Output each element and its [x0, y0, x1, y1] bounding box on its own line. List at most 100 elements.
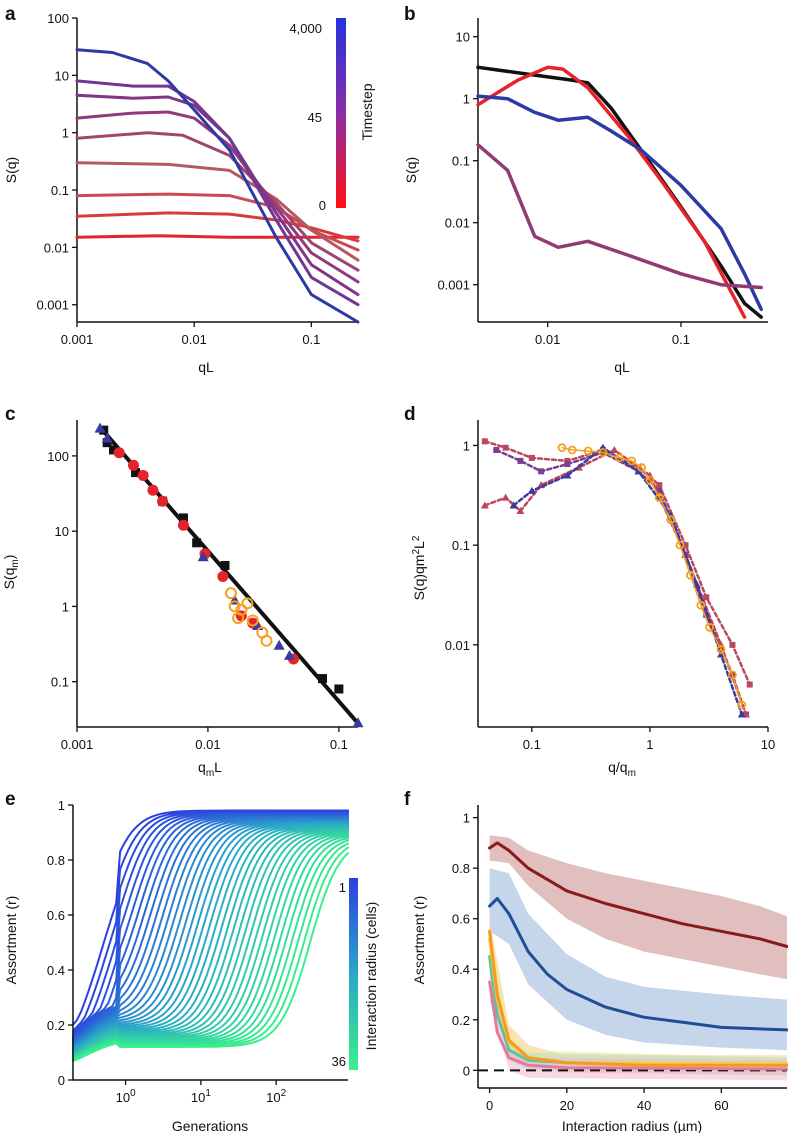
data-point-circle: [127, 459, 139, 471]
y-tick-label: 10: [55, 68, 69, 83]
data-point-triangle: [94, 422, 106, 433]
data-point-open-circle: [696, 600, 706, 610]
series-line-blue: [488, 897, 788, 1032]
x-axis-title: qL: [614, 359, 630, 375]
y-axis-title: Assortment (r): [3, 896, 19, 985]
data-point-square: [318, 674, 328, 684]
x-axis-title: q/qm: [608, 759, 636, 779]
panel-b: 0.01 0.1 0.001 0.01 0.1 1 10 qL S(q): [403, 18, 768, 375]
panel-label-c: c: [5, 404, 16, 425]
x-tick-label: 1: [646, 737, 653, 752]
data-point-square: [682, 542, 689, 549]
data-point-circle: [217, 570, 229, 582]
panel-e: 100 101 102 0 0.2 0.4 0.6 0.8 1 Generations Assort…: [3, 798, 349, 1133]
series-line-orange: [488, 929, 788, 1067]
y-tick-label: 0.01: [445, 216, 470, 231]
x-tick-label: 101: [191, 1088, 211, 1105]
data-point-square: [564, 457, 571, 464]
x-tick-label: 100: [116, 1088, 136, 1105]
y-axis-title: S(q): [403, 157, 419, 183]
x-tick-label: 0.1: [523, 737, 541, 752]
colorbar-title: Interaction radius (cells): [363, 902, 379, 1051]
data-point-square: [538, 468, 545, 475]
panel-a: 0.001 0.01 0.1 0.001 0.01 0.1 1 10 100 qL S(q): [3, 11, 360, 375]
y-tick-label: 0.1: [452, 154, 470, 169]
y-tick-label: 10: [55, 524, 69, 539]
data-point-circle: [177, 519, 189, 531]
y-tick-label: 1: [463, 811, 470, 826]
data-point-square: [746, 681, 753, 688]
colorbar-tick-label: 1: [339, 880, 346, 895]
data-point-square: [729, 641, 736, 648]
y-axis-title: Assortment (r): [411, 896, 427, 985]
series-line-open circles: [561, 446, 743, 706]
y-tick-label: 10: [456, 30, 470, 45]
y-tick-label: 0.001: [36, 298, 69, 313]
data-point-open-circle: [598, 448, 608, 457]
data-point-open-circle: [260, 634, 273, 647]
data-point-triangle: [610, 446, 619, 454]
panel-label-d: d: [404, 404, 416, 425]
series-line-blue triangles: [512, 446, 744, 716]
data-point-triangle: [101, 432, 113, 443]
series-line-t0: [75, 234, 360, 239]
data-point-triangle: [480, 501, 489, 509]
y-tick-label: 0.4: [452, 962, 470, 977]
data-point-square: [108, 445, 118, 455]
y-axis-title: S(qm): [1, 555, 21, 590]
data-point-triangle: [717, 650, 726, 658]
data-point-square: [656, 487, 663, 494]
colorbar: [336, 18, 346, 208]
panel-label-b: b: [404, 4, 416, 25]
y-tick-label: 1: [62, 599, 69, 614]
y-tick-label: 0.1: [51, 675, 69, 690]
data-point-open-circle: [637, 463, 646, 472]
series-line-t4: [75, 131, 360, 272]
data-point-open-circle: [567, 445, 577, 455]
x-tick-label: 0.1: [302, 332, 320, 347]
data-point-triangle: [527, 486, 536, 494]
series-line-purple: [476, 143, 763, 290]
data-point-open-circle: [728, 670, 737, 680]
x-tick-label: 60: [714, 1098, 728, 1113]
data-point-square: [481, 438, 488, 445]
assortment-curve: [72, 825, 349, 1054]
series-line-t8: [75, 48, 360, 324]
y-axis-title: S(q): [3, 157, 19, 183]
panel-f: 0 20 40 60 0 0.2 0.4 0.6 0.8 1 Interaction radius …: [411, 805, 788, 1133]
data-point-open-circle: [241, 597, 254, 610]
y-tick-label: 0.01: [44, 240, 69, 255]
data-point-open-circle: [246, 614, 259, 627]
data-point-circle: [137, 469, 149, 481]
data-point-open-circle: [614, 453, 624, 463]
y-tick-label: 0.8: [452, 861, 470, 876]
x-tick-label: 0.1: [330, 737, 348, 752]
assortment-curve: [72, 852, 349, 1062]
data-point-square: [502, 444, 509, 451]
data-point-square: [493, 447, 500, 454]
x-tick-label: 0: [486, 1098, 493, 1113]
data-point-open-circle: [716, 645, 726, 654]
data-point-open-circle: [685, 570, 695, 580]
colorbar: [349, 878, 358, 1070]
data-point-triangle: [737, 710, 746, 718]
x-tick-label: 0.01: [535, 332, 560, 347]
data-point-square: [220, 560, 230, 570]
data-point-open-circle: [224, 587, 237, 600]
data-point-triangle: [563, 471, 572, 479]
data-point-square: [656, 482, 663, 489]
series-line-triangles: [483, 448, 748, 716]
colorbar-tick-label: 36: [332, 1054, 346, 1069]
data-point-square: [528, 454, 535, 461]
series-line-t1: [75, 211, 360, 243]
data-point-triangle: [509, 501, 518, 509]
data-point-open-circle: [654, 493, 664, 502]
y-tick-label: 0.001: [437, 278, 470, 293]
series-line-blue: [476, 94, 763, 312]
colorbar-tick-label: 4,000: [289, 21, 322, 36]
x-tick-label: 0.01: [195, 737, 220, 752]
y-tick-label: 1: [62, 126, 69, 141]
data-point-square: [517, 457, 524, 464]
series-line-red squares: [483, 440, 751, 686]
